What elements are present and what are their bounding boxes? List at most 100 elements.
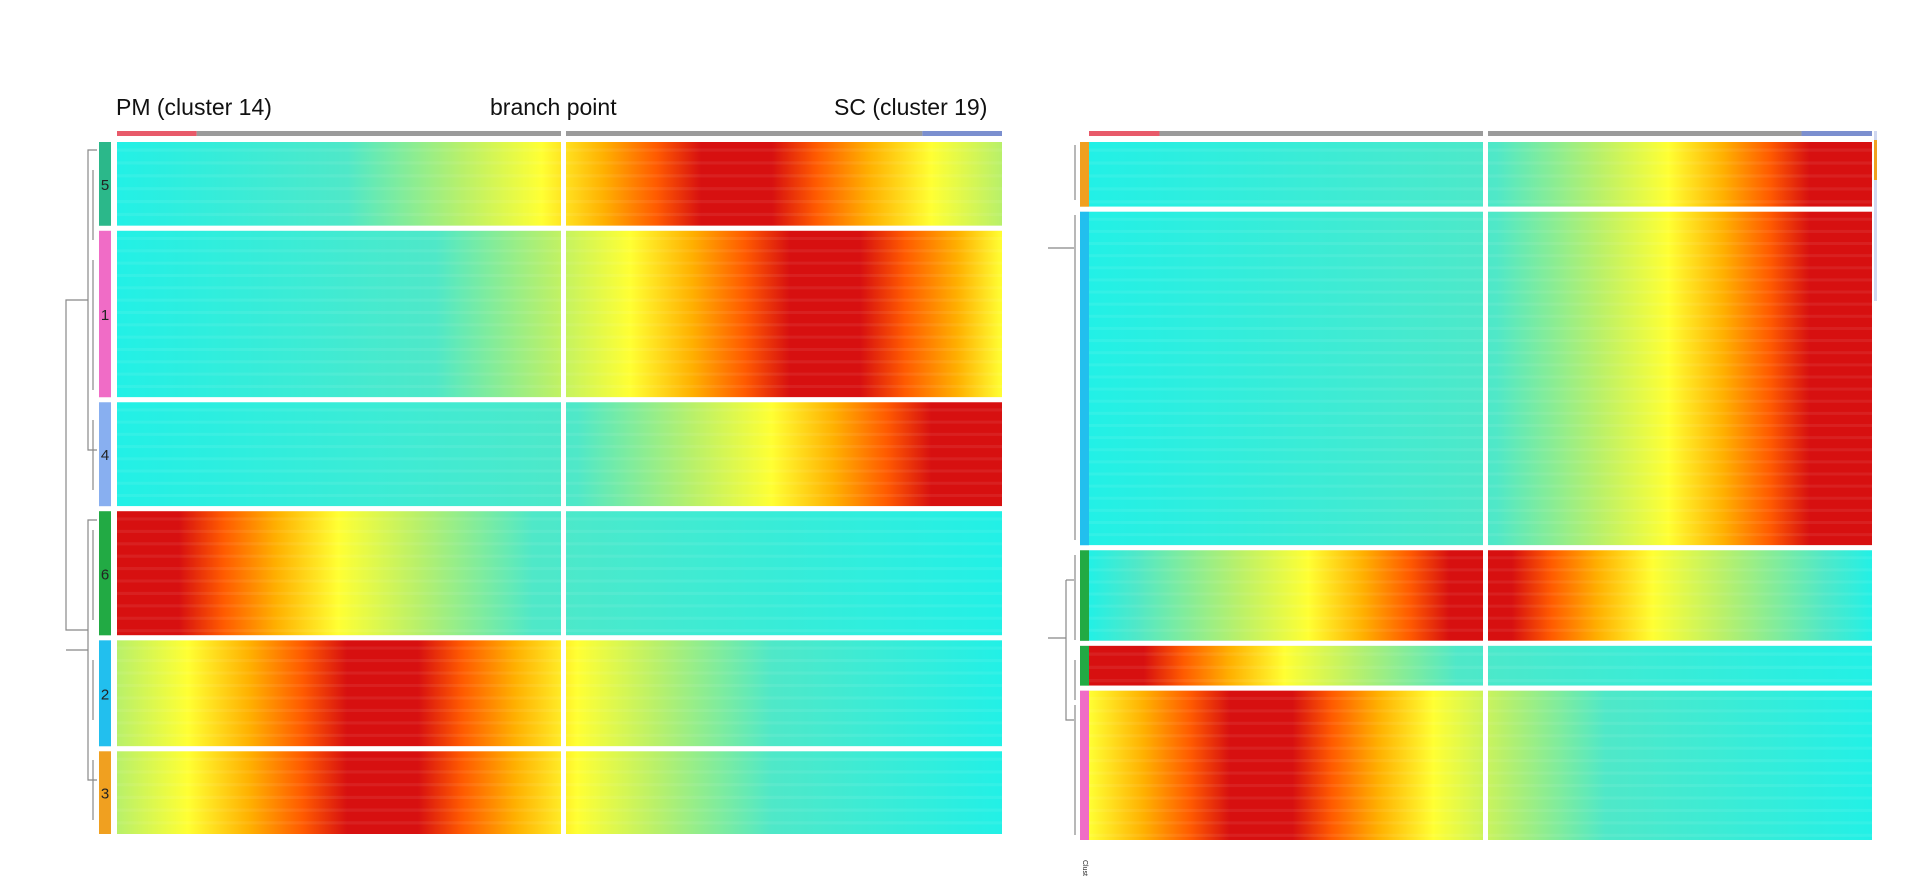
dendrogram-branch — [1065, 580, 1074, 721]
heatmap-row — [1089, 290, 1872, 294]
heatmap-row — [1089, 709, 1872, 713]
row-separator — [117, 397, 1002, 403]
heatmap-row — [1089, 616, 1872, 620]
heatmap-row — [1089, 568, 1872, 572]
heatmap-row — [117, 696, 1002, 700]
heatmap-row — [1089, 436, 1872, 440]
axis-fragment-label: Clust — [1081, 860, 1088, 876]
heatmap-row — [1089, 759, 1872, 763]
heatmap-block-6 — [117, 511, 1002, 636]
heatmap-row — [117, 261, 1002, 265]
cluster-bar-2 — [1080, 550, 1089, 641]
label-branch-point: branch point — [490, 94, 617, 120]
heatmap-row — [117, 432, 1002, 436]
row-separator — [1089, 545, 1872, 551]
heatmap-row — [1089, 580, 1872, 584]
heatmap-row — [1089, 533, 1872, 537]
heatmap-row — [117, 591, 1002, 595]
heatmap-row — [1089, 399, 1872, 403]
cluster-label: 3 — [101, 786, 109, 803]
heatmap-row — [1089, 174, 1872, 178]
heatmap-block-2 — [1089, 550, 1872, 641]
heatmap-row — [117, 249, 1002, 253]
heatmap-row — [117, 174, 1002, 178]
legend-fragment — [1874, 140, 1877, 180]
heatmap-row — [117, 721, 1002, 725]
cluster-bar-2 — [99, 640, 111, 747]
annotation-middle — [1159, 131, 1802, 136]
heatmap-row — [1089, 363, 1872, 367]
heatmap-row — [1089, 351, 1872, 355]
heatmap-row — [117, 659, 1002, 663]
heatmap-row — [117, 360, 1002, 364]
heatmap-row — [117, 493, 1002, 498]
heatmap-row — [1089, 783, 1872, 788]
heatmap-row — [1089, 833, 1872, 837]
heatmap-row — [117, 554, 1002, 558]
heatmap-row — [117, 310, 1002, 315]
heatmap-row — [1089, 266, 1872, 270]
heatmap-row — [1089, 217, 1872, 221]
cluster-bar-1 — [99, 230, 111, 398]
heatmap-block-3 — [1089, 645, 1872, 686]
heatmap-block-1 — [1089, 211, 1872, 546]
heatmap-row — [1089, 696, 1872, 700]
heatmap-row — [1089, 592, 1872, 596]
heatmap-row — [117, 821, 1002, 825]
cluster-bar-3 — [1080, 645, 1089, 686]
heatmap-row — [117, 187, 1002, 191]
heatmap-row — [117, 517, 1002, 521]
heatmap-row — [1089, 796, 1872, 800]
heatmap-block-3 — [117, 751, 1002, 834]
cluster-label: 5 — [101, 177, 109, 194]
heatmap-row — [1089, 242, 1872, 246]
cluster-bar-1 — [1080, 211, 1089, 546]
annotation-middle — [196, 131, 923, 136]
heatmap-row — [1089, 472, 1872, 476]
heatmap-row — [1089, 496, 1872, 500]
label-pm-cluster: PM (cluster 14) — [116, 94, 272, 120]
heatmap-row — [117, 481, 1002, 485]
branch-split-line — [1483, 131, 1488, 840]
cluster-label: 6 — [101, 566, 109, 583]
heatmap-row — [1089, 484, 1872, 488]
cluster-bar-0 — [1080, 142, 1089, 207]
heatmap-row — [1089, 665, 1872, 670]
heatmap-row — [1089, 734, 1872, 738]
heatmap-row — [117, 783, 1002, 787]
cluster-label: 2 — [101, 686, 109, 703]
cluster-label: 4 — [101, 447, 109, 464]
heatmap-row — [117, 323, 1002, 327]
heatmap-row — [1089, 721, 1872, 725]
heatmap-row — [1089, 508, 1872, 512]
annotation-start — [117, 131, 197, 136]
heatmap-row — [117, 212, 1002, 217]
heatmap-row — [117, 757, 1002, 761]
heatmap-row — [117, 408, 1002, 412]
heatmap-row — [117, 646, 1002, 650]
left-dendrogram — [65, 149, 97, 820]
heatmap-row — [1089, 254, 1872, 258]
heatmap-block-2 — [117, 640, 1002, 747]
heatmap-row — [1089, 821, 1872, 825]
heatmap-row — [117, 199, 1002, 204]
heatmap-row — [117, 629, 1002, 633]
left-heatmap-panel: 5 1 4 6 2 3 — [65, 131, 1002, 834]
annotation-start — [1089, 131, 1160, 136]
row-separator — [1089, 206, 1872, 212]
row-separator — [1089, 640, 1872, 646]
dendrogram-branch — [65, 299, 88, 631]
heatmap-row — [117, 529, 1002, 533]
cluster-bar-6 — [99, 511, 111, 636]
heatmap-row — [117, 445, 1002, 449]
heatmap-row — [117, 616, 1002, 620]
heatmap-row — [117, 567, 1002, 571]
heatmap-row — [1089, 808, 1872, 812]
row-separator — [117, 506, 1002, 512]
heatmap-row — [117, 808, 1002, 812]
heatmap-row — [117, 579, 1002, 583]
heatmap-row — [1089, 339, 1872, 343]
heatmap-row — [1089, 556, 1872, 560]
heatmap-row — [1089, 161, 1872, 165]
